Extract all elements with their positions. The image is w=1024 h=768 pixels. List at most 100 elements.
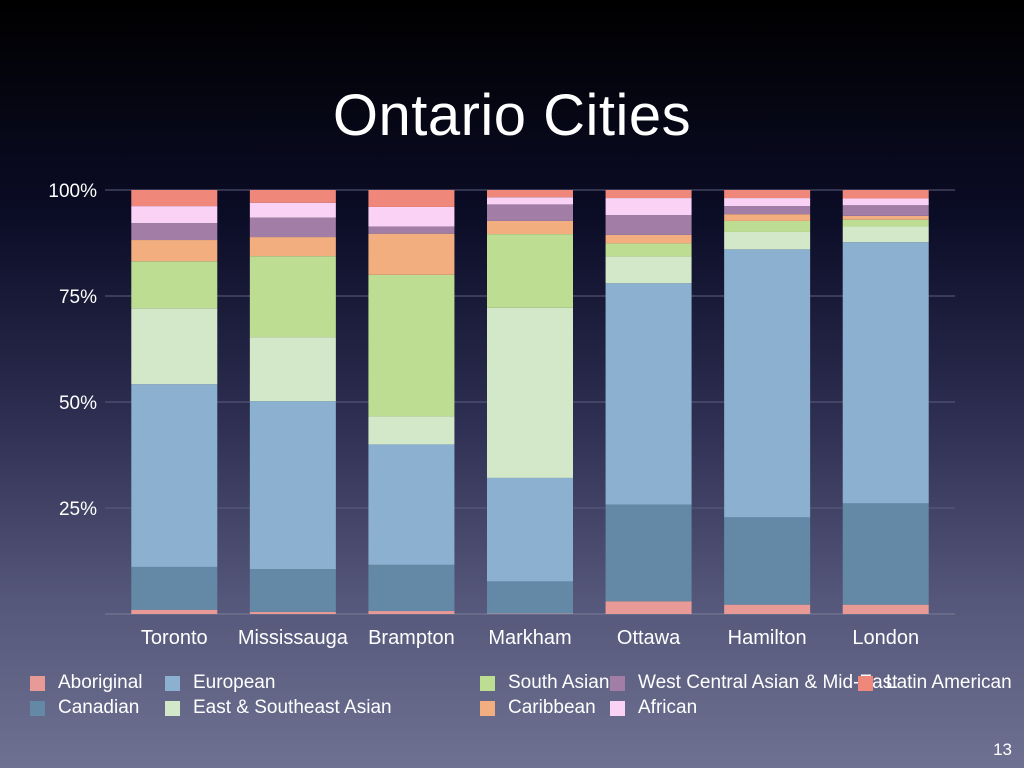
y-tick-label: 25% [59, 499, 97, 520]
bar-segment [487, 197, 573, 205]
legend-item: European [165, 672, 275, 694]
legend-swatch [480, 675, 495, 691]
bar-segment [487, 190, 573, 198]
stacked-bar-chart: 100% 75% 50% 25% Toronto Mississauga Brampton… [48, 181, 955, 649]
x-axis-ticks: Toronto Mississauga Brampton Markham Ottawa H… [141, 627, 919, 649]
bar-segment [724, 198, 811, 207]
bar-segment [842, 205, 929, 216]
legend-item: Latin American [858, 672, 1012, 694]
bar-segment [842, 242, 929, 504]
legend-item: Canadian [30, 697, 139, 719]
bars [131, 190, 929, 614]
bar-segment [605, 215, 692, 235]
legend-item: Caribbean [480, 697, 596, 719]
bar-segment [487, 477, 573, 582]
bar-segment [724, 220, 811, 232]
bar-segment [605, 601, 692, 614]
legend-label: Canadian [58, 697, 140, 718]
page-number: 13 [993, 740, 1012, 759]
y-axis-ticks: 100% 75% 50% 25% [48, 181, 97, 520]
bar-segment [368, 226, 455, 234]
bar-segment [724, 214, 811, 221]
legend-label: African [638, 697, 698, 718]
legend-item: African [610, 697, 697, 719]
legend-swatch [165, 700, 180, 716]
bar-segment [605, 234, 692, 244]
x-tick-label: Hamilton [728, 627, 807, 649]
bar-segment [724, 231, 811, 250]
bar-segment [131, 566, 218, 610]
bar-segment [605, 190, 692, 199]
legend-label: West Central Asian & Mid-East [638, 672, 898, 693]
bar-segment [368, 206, 455, 227]
x-tick-label: Mississauga [238, 627, 349, 649]
bar-segment [131, 261, 218, 309]
x-tick-label: Brampton [368, 627, 455, 649]
bar-segment [842, 215, 929, 220]
legend-item: East & Southeast Asian [165, 697, 392, 719]
bar-segment [842, 198, 929, 206]
bar-segment [249, 569, 336, 612]
bar-segment [131, 384, 218, 567]
bar-segment [131, 240, 218, 262]
bar-segment [605, 243, 692, 257]
legend-item: West Central Asian & Mid-East [610, 672, 897, 694]
bar-segment [842, 503, 929, 605]
legend-label: South Asian [508, 672, 610, 693]
legend-label: East & Southeast Asian [193, 697, 392, 718]
bar-segment [605, 198, 692, 216]
y-tick-label: 50% [59, 393, 97, 414]
bar-segment [368, 564, 455, 612]
bar-segment [131, 190, 218, 207]
bar-segment [368, 444, 455, 565]
bar-segment [249, 190, 336, 203]
legend-label: Caribbean [508, 697, 596, 718]
bar-segment [842, 190, 929, 199]
bar-segment [131, 308, 218, 385]
bar-segment [368, 274, 455, 417]
bar-segment [487, 581, 573, 614]
slide-title: Ontario Cities [332, 83, 692, 148]
bar-segment [605, 504, 692, 602]
bar-segment [487, 307, 573, 478]
bar-segment [249, 217, 336, 238]
legend-label: European [193, 672, 276, 693]
bar-segment [368, 416, 455, 445]
x-tick-label: London [852, 627, 919, 649]
bar-segment [249, 256, 336, 338]
y-tick-label: 75% [59, 287, 97, 308]
legend-swatch [610, 700, 625, 716]
bar-segment [842, 604, 929, 614]
bar-segment [724, 517, 811, 605]
y-tick-label: 100% [48, 181, 97, 202]
legend: Aboriginal Canadian European East & Southea… [30, 672, 1020, 724]
x-tick-label: Markham [488, 627, 571, 649]
bar-segment [487, 204, 573, 221]
bar-segment [724, 249, 811, 518]
legend-label: Aboriginal [58, 672, 143, 693]
legend-swatch [30, 675, 45, 691]
bar-segment [368, 611, 455, 614]
bar-segment [249, 202, 336, 218]
bar-segment [368, 190, 455, 207]
bar-segment [487, 220, 573, 235]
bar-segment [605, 256, 692, 284]
legend-swatch [610, 675, 625, 691]
bar-segment [131, 609, 218, 614]
bar-segment [724, 190, 811, 199]
bar-segment [249, 611, 336, 614]
bar-segment [724, 206, 811, 215]
bar-segment [249, 337, 336, 402]
legend-swatch [165, 675, 180, 691]
bar-segment [131, 206, 218, 224]
legend-swatch [858, 675, 873, 691]
bar-segment [368, 233, 455, 275]
legend-swatch [30, 700, 45, 716]
bar-segment [249, 401, 336, 570]
legend-swatch [480, 700, 495, 716]
bar-segment [842, 219, 929, 227]
x-tick-label: Ottawa [617, 627, 681, 649]
legend-item: Aboriginal [30, 672, 143, 694]
bar-segment [724, 604, 811, 614]
bar-segment [487, 234, 573, 308]
